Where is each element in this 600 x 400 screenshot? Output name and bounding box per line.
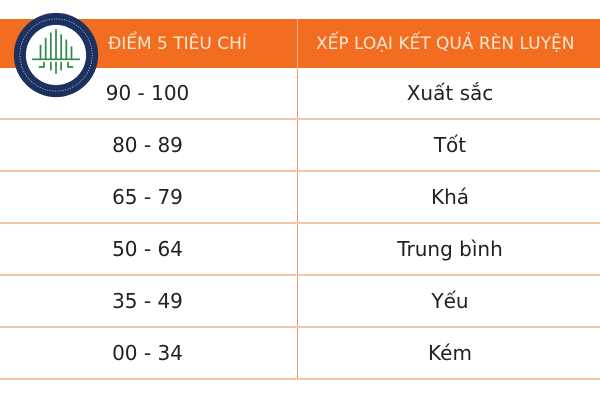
score-cell: 50 - 64 <box>0 224 298 274</box>
rank-cell: Khá <box>430 185 470 209</box>
table-header: ĐIỂM 5 TIÊU CHÍ XẾP LOẠI KẾT QUẢ RÈN LUY… <box>0 19 600 68</box>
rating-table: ĐIỂM 5 TIÊU CHÍ XẾP LOẠI KẾT QUẢ RÈN LUY… <box>0 19 600 380</box>
rank-cell: Xuất sắc <box>406 81 494 105</box>
table-row: 50 - 64 Trung bình <box>0 224 600 276</box>
rank-cell: Yếu <box>431 289 469 313</box>
score-cell: 35 - 49 <box>0 276 298 326</box>
rank-cell: Tốt <box>433 133 467 157</box>
score-cell: 90 - 100 <box>0 68 298 118</box>
table-row: 80 - 89 Tốt <box>0 120 600 172</box>
score-cell: 80 - 89 <box>0 120 298 170</box>
header-score: ĐIỂM 5 TIÊU CHÍ <box>0 19 298 68</box>
table-row: 90 - 100 Xuất sắc <box>0 68 600 120</box>
rank-cell: Kém <box>428 341 472 365</box>
table-row: 65 - 79 Khá <box>0 172 600 224</box>
header-rank: XẾP LOẠI KẾT QUẢ RÈN LUYỆN <box>316 33 575 54</box>
score-cell: 00 - 34 <box>0 328 298 378</box>
watermark-logo-icon <box>13 12 99 98</box>
score-cell: 65 - 79 <box>0 172 298 222</box>
rank-cell: Trung bình <box>397 237 503 261</box>
table-row: 35 - 49 Yếu <box>0 276 600 328</box>
table-row: 00 - 34 Kém <box>0 328 600 380</box>
